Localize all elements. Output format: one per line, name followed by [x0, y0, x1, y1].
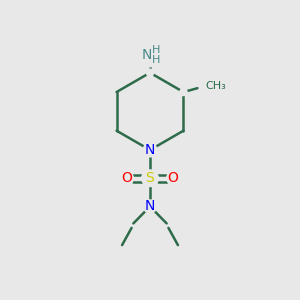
Circle shape — [140, 46, 160, 67]
Text: CH₃: CH₃ — [206, 81, 226, 91]
Circle shape — [167, 172, 180, 185]
Text: N: N — [145, 200, 155, 214]
Text: O: O — [122, 171, 132, 185]
Text: N: N — [141, 48, 152, 62]
Text: H: H — [152, 55, 161, 65]
Circle shape — [146, 69, 154, 76]
Text: S: S — [146, 171, 154, 185]
Text: N: N — [145, 143, 155, 157]
Circle shape — [143, 200, 157, 213]
Circle shape — [143, 143, 157, 157]
Text: H: H — [152, 45, 161, 55]
Circle shape — [180, 88, 187, 96]
Text: O: O — [168, 171, 178, 185]
Circle shape — [142, 170, 158, 187]
Circle shape — [120, 172, 134, 185]
